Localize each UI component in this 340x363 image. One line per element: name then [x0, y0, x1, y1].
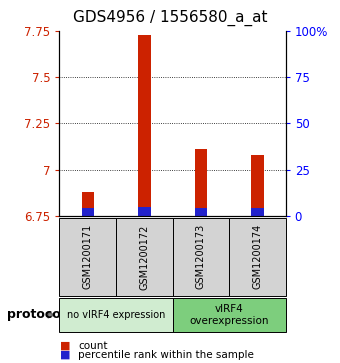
Text: GSM1200172: GSM1200172: [139, 224, 149, 290]
Text: percentile rank within the sample: percentile rank within the sample: [78, 350, 254, 360]
Text: GSM1200174: GSM1200174: [252, 224, 262, 289]
Bar: [138, 207, 151, 216]
Text: vIRF4
overexpression: vIRF4 overexpression: [189, 304, 269, 326]
Text: GSM1200171: GSM1200171: [83, 224, 93, 289]
Bar: [194, 149, 207, 216]
Bar: [82, 192, 94, 216]
Text: no vIRF4 expression: no vIRF4 expression: [67, 310, 165, 320]
Bar: [194, 208, 207, 216]
Text: GDS4956 / 1556580_a_at: GDS4956 / 1556580_a_at: [73, 10, 267, 26]
Text: GSM1200173: GSM1200173: [196, 224, 206, 289]
Text: count: count: [78, 340, 108, 351]
Bar: [138, 34, 151, 216]
Text: protocol: protocol: [7, 309, 65, 321]
Bar: [251, 155, 264, 216]
Text: ■: ■: [59, 340, 70, 351]
Text: ■: ■: [59, 350, 70, 360]
Bar: [251, 208, 264, 216]
Bar: [82, 208, 94, 216]
